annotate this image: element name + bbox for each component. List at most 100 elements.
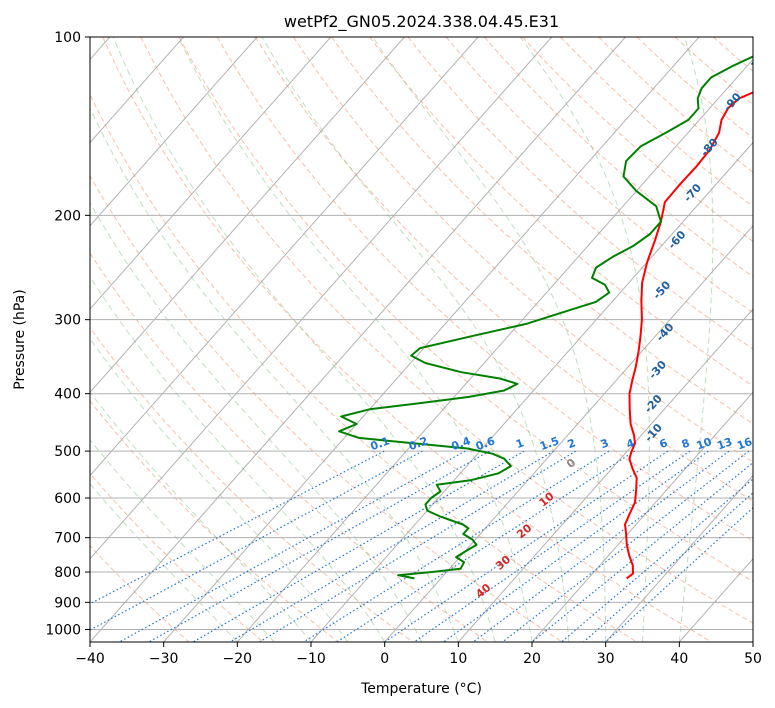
moist-adiabat [372,37,607,642]
dry-adiabat [407,37,753,350]
background-lines [90,37,753,642]
x-axis: −40 −30 −20 −10 0 10 20 30 40 50 [75,642,762,667]
mixing-ratio-label: 3 [599,436,611,451]
isotherm [236,58,753,642]
x-tick-label: 10 [449,651,467,667]
dry-adiabat [90,545,190,642]
y-tick-label: 700 [54,531,81,547]
dry-adiabat [445,37,753,314]
y-axis: 100 200 300 400 500 600 700 800 900 1000 [45,30,90,638]
moist-adiabat [90,483,238,642]
x-tick-label: −30 [149,651,179,667]
mixing-ratio-label: 0.2 [407,434,430,453]
dry-adiabat [178,37,753,583]
x-axis-title: Temperature (°C) [360,681,482,697]
mixing-ratio-line [90,450,423,631]
x-tick-label: 0 [380,651,389,667]
moist-adiabat [90,106,459,642]
mixing-ratio-line [303,450,610,642]
mixing-ratio-label: 10 [695,435,714,453]
dry-adiabat [102,37,712,642]
moist-adiabat [678,37,714,642]
isotherm-label: -30 [646,358,669,382]
x-tick-label: −40 [75,651,105,667]
lower-isoline-label: 30 [493,553,513,573]
dry-adiabat [560,37,753,208]
dry-adiabat [674,37,753,106]
dewpoint-line [338,55,753,580]
mixing-ratio-line [605,506,753,642]
mixing-ratio-line [336,450,635,642]
moist-adiabat [519,37,650,642]
mixing-ratio-line [561,478,753,642]
isotherm [531,391,753,642]
y-tick-label: 500 [54,444,81,460]
moist-adiabat [90,391,312,642]
dry-adiabat [140,37,753,624]
dry-adiabat [90,93,638,642]
dry-adiabat [254,37,753,502]
mixing-ratio-label: 1.5 [538,434,561,453]
y-tick-label: 300 [54,313,81,329]
mixing-ratio-line [259,450,577,642]
mixing-ratio-line [384,450,669,642]
mixing-ratio-label: 4 [625,436,637,451]
moist-adiabat [90,439,275,642]
lower-isoline-label: 20 [514,521,534,541]
mixing-ratio-label: 13 [715,435,734,452]
isotherm [90,37,553,560]
isotherm [457,308,753,642]
mixing-ratio-label: 1 [514,436,526,451]
dry-adiabat [216,37,753,542]
isotherm-label: -80 [698,135,721,159]
dry-adiabat [598,37,753,173]
mixing-ratio-label: 20 [754,435,773,453]
isotherm-label: -40 [654,320,677,344]
y-tick-label: 1000 [45,622,81,638]
lower-isoline-label: 0 [564,456,578,471]
dry-adiabat [369,37,753,387]
isotherm-label: -60 [665,228,688,252]
mixing-ratio-line [148,450,490,642]
y-tick-label: 400 [54,387,81,403]
isotherm-label: -90 [721,90,744,114]
temperature-line [624,91,753,580]
isotherm [90,37,405,394]
mixing-ratio-label: 0.1 [369,434,392,453]
isotherm [90,37,332,310]
mixing-ratio-line [229,450,554,642]
mixing-ratio-line [583,492,753,642]
x-tick-label: 50 [744,651,762,667]
y-tick-label: 800 [54,565,81,581]
dry-adiabat [90,472,264,642]
x-tick-label: 30 [597,651,615,667]
dry-adiabat [90,252,488,642]
mixing-ratio-label: 0.4 [450,434,473,453]
isotherm [163,37,700,642]
mixing-ratio-line [531,461,753,642]
isotherm [90,37,479,477]
dry-adiabat [331,37,753,425]
isotherm [752,641,753,642]
isotherm [90,37,626,642]
mixing-ratio-line [90,450,385,605]
x-tick-label: 40 [670,651,688,667]
isotherm [90,37,184,144]
isotherm-label: -100 [746,40,774,69]
isotherm [90,37,258,227]
chart-title: wetPf2_GN05.2024.338.04.45.E31 [284,12,559,32]
lower-isoline-label: 10 [537,489,557,509]
dry-adiabat [90,400,339,642]
mixing-ratio-line [472,450,730,642]
x-tick-label: −10 [296,651,326,667]
dry-adiabat [483,37,753,278]
moist-adiabat [177,37,533,642]
moist-adiabat [90,337,349,642]
mixing-ratio-label: 8 [680,436,692,451]
plot-frame [89,36,754,643]
moist-adiabat [90,201,422,642]
isotherm-label: -50 [650,278,673,302]
isotherm [310,141,753,642]
isotherm [678,558,753,642]
mixing-ratio-line [502,450,750,642]
